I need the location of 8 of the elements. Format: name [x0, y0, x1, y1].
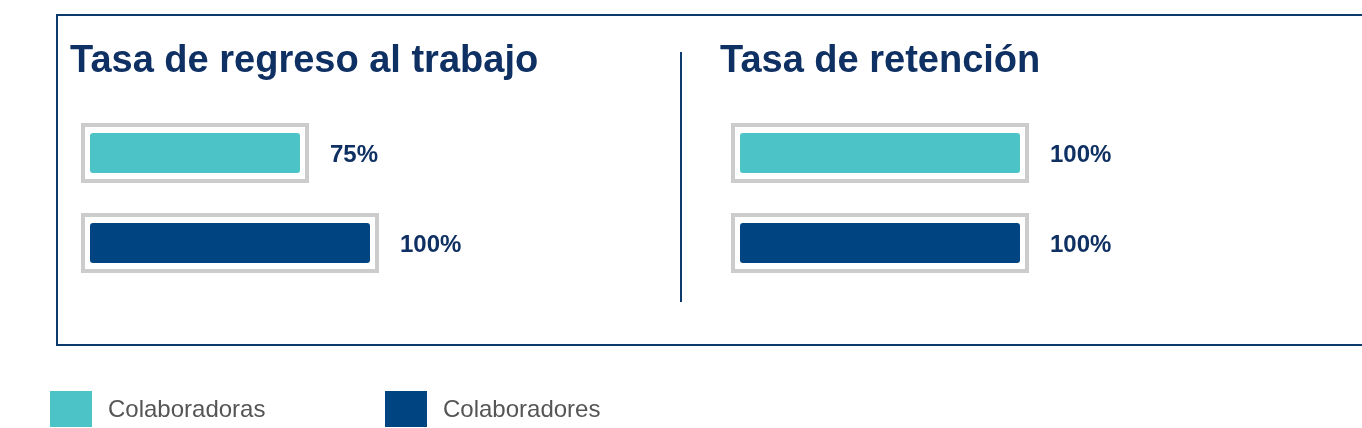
chart-title: Tasa de regreso al trabajo — [70, 38, 540, 82]
data-label: 100% — [400, 229, 462, 257]
chart-title: Tasa de retención — [720, 38, 1042, 82]
data-label: 100% — [1050, 229, 1112, 257]
data-label: 100% — [1050, 139, 1112, 167]
data-label: 75% — [330, 139, 379, 167]
legend-label: Colaboradoras — [108, 395, 266, 423]
legend-label: Colaboradores — [443, 395, 601, 423]
